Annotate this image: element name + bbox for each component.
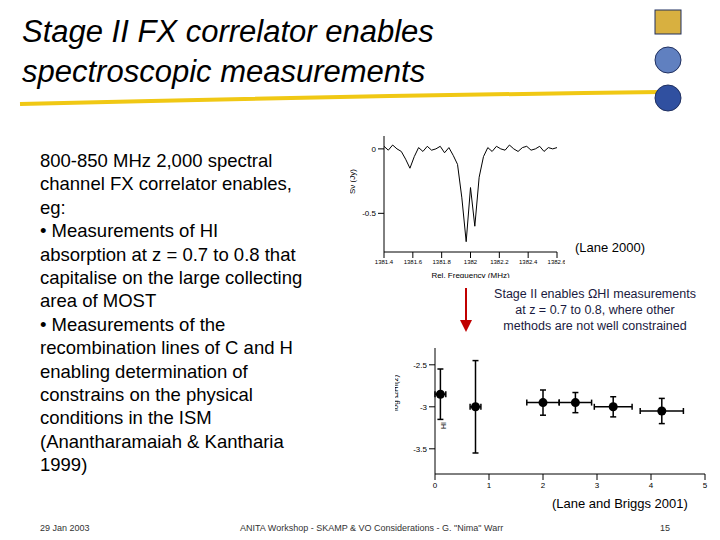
svg-text:Rel. Frequency (MHz): Rel. Frequency (MHz): [431, 271, 510, 278]
svg-text:1382: 1382: [464, 259, 478, 265]
html-text:at z = 0.7 to 0.8, where other: at z = 0.7 to 0.8, where other: [515, 303, 675, 317]
html-text:(Lane and Briggs 2001): (Lane and Briggs 2001): [552, 496, 688, 511]
html-text:area of MOST: area of MOST: [40, 290, 157, 312]
svg-text:5: 5: [703, 481, 708, 490]
svg-text:1382.6: 1382.6: [548, 259, 565, 265]
svg-text:1382.2: 1382.2: [490, 259, 509, 265]
html-text:800-850 MHz 2,000 spectral: 800-850 MHz 2,000 spectral: [40, 150, 273, 171]
html-text:methods are not well constrain: methods are not well constrained: [503, 319, 687, 333]
html-text:absorption at z = 0.7 to 0.8 t: absorption at z = 0.7 to 0.8 that: [40, 243, 296, 265]
svg-text:-0.5: -0.5: [362, 209, 376, 218]
html-text:Stage II FX correlator enables: Stage II FX correlator enables: [22, 14, 434, 49]
html-text:• Measurements of the: • Measurements of the: [40, 313, 226, 335]
html-text:constrains on the physical: constrains on the physical: [40, 384, 253, 405]
html-text:HI: HI: [440, 422, 447, 429]
html-text:capitalise on the large collec: capitalise on the large collecting: [40, 267, 303, 288]
html-text:recombination lines of C and H: recombination lines of C and H: [40, 337, 293, 359]
svg-text:0: 0: [372, 145, 377, 154]
html-text:29 Jan 2003: 29 Jan 2003: [40, 523, 90, 533]
html-text:enabling determination of: enabling determination of: [40, 360, 248, 382]
svg-text:log ΩHI(z): log ΩHI(z): [395, 374, 400, 411]
svg-text:1382.4: 1382.4: [519, 259, 538, 265]
html-text:ANITA Workshop - SKAMP & VO Co: ANITA Workshop - SKAMP & VO Consideratio…: [240, 523, 504, 533]
svg-text:-3: -3: [420, 403, 428, 412]
svg-text:1381.4: 1381.4: [375, 259, 394, 265]
svg-text:1: 1: [487, 481, 492, 490]
svg-text:2: 2: [541, 481, 546, 490]
html-text:eg:: eg:: [40, 196, 66, 218]
svg-text:0: 0: [433, 481, 438, 490]
html-text:(Lane 2000): (Lane 2000): [575, 240, 646, 255]
html-text:1999): 1999): [40, 454, 88, 476]
svg-text:Sν (Jy): Sν (Jy): [350, 169, 357, 194]
html-text:• Measurements of HI: • Measurements of HI: [40, 220, 219, 242]
svg-text:-3.5: -3.5: [413, 445, 427, 454]
svg-text:4: 4: [649, 481, 654, 490]
svg-text:3: 3: [595, 481, 600, 490]
html-text:conditions in the ISM: conditions in the ISM: [40, 407, 212, 429]
svg-text:-2.5: -2.5: [413, 361, 427, 370]
html-text:(Anantharamaiah & Kantharia: (Anantharamaiah & Kantharia: [40, 430, 284, 452]
html-text:spectroscopic measurements: spectroscopic measurements: [22, 54, 426, 89]
svg-text:1381.8: 1381.8: [432, 259, 451, 265]
html-text:Stage II enables ΩHI measureme: Stage II enables ΩHI measurements: [494, 287, 696, 301]
html-text:15: 15: [660, 523, 670, 533]
svg-text:1381.6: 1381.6: [404, 259, 423, 265]
html-text:channel FX correlator enables,: channel FX correlator enables,: [40, 173, 292, 195]
